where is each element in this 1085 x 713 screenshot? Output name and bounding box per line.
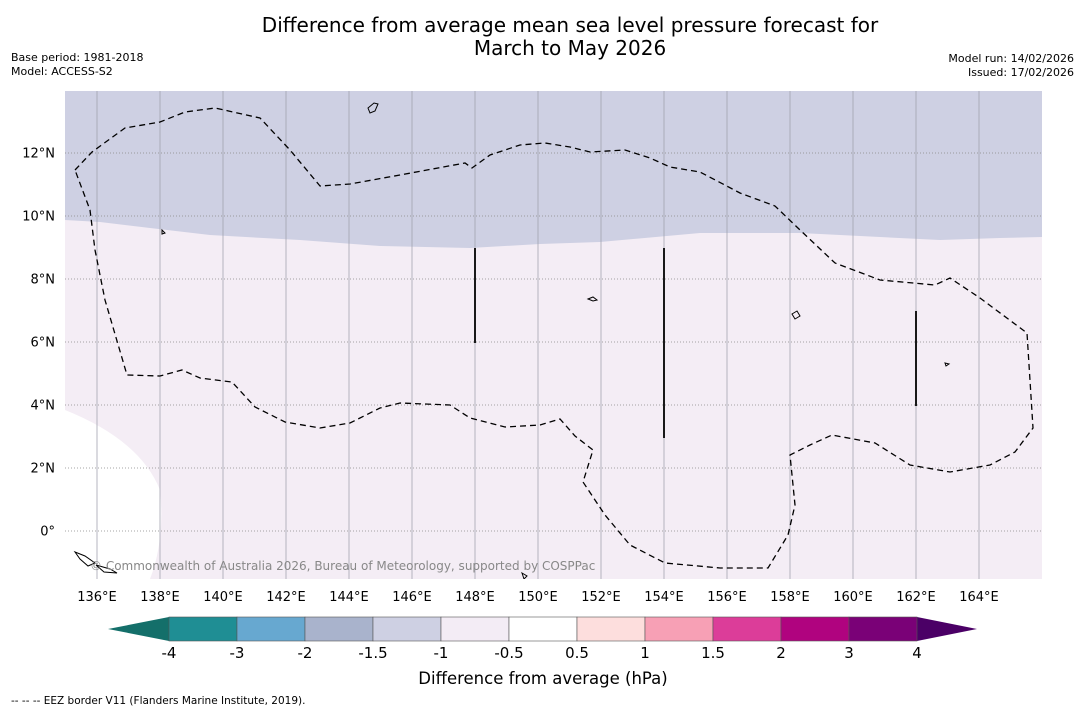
colorbar-tick-label: -2 [298,644,313,662]
island-outline [95,564,118,574]
colorbar-tick-label: 3 [844,644,854,662]
colorbar-box [508,616,578,642]
lat-tick-label: 6°N [31,336,56,351]
colorbar-box [644,616,714,642]
colorbar-tick-label: -1.5 [358,644,387,662]
lon-tick-label: 136°E [77,590,117,605]
lon-tick-label: 154°E [644,590,684,605]
colorbar-tick-label: -0.5 [494,644,523,662]
colorbar-boxes [168,616,918,642]
lon-tick-label: 158°E [770,590,810,605]
issued-text: Issued: 17/02/2026 [967,66,1074,79]
colorbar-box [848,616,918,642]
map-title: Difference from average mean sea level p… [0,14,1085,60]
colorbar-over-arrow [917,617,977,641]
lon-tick-label: 160°E [833,590,873,605]
colorbar-box [780,616,850,642]
lon-tick-label: 164°E [959,590,999,605]
anomaly-field-band [65,91,1042,248]
lat-tick-label: 2°N [31,462,56,477]
lat-tick-label: 0° [40,525,55,540]
lat-tick-label: 12°N [22,147,55,162]
island-outline [944,362,951,367]
colorbar-tick-label: -1 [434,644,449,662]
lon-tick-label: 138°E [140,590,180,605]
lon-tick-label: 150°E [518,590,558,605]
colorbar-tick-label: 4 [912,644,922,662]
islands [73,102,951,579]
island-outline [791,310,801,320]
colorbar-tick-label: 2 [776,644,786,662]
colorbar-under-arrow [108,617,169,641]
title-line-1: Difference from average mean sea level p… [261,13,879,37]
colorbar-box [236,616,306,642]
lon-tick-label: 146°E [392,590,432,605]
colorbar-tick-label: 0.5 [565,644,589,662]
lat-tick-label: 10°N [22,210,55,225]
island-outline [367,102,379,114]
footer-legend: -- -- -- EEZ border V11 (Flanders Marine… [11,695,306,707]
model-run-text: Model run: 14/02/2026 [948,52,1074,65]
lon-tick-label: 142°E [266,590,306,605]
base-info: Base period: 1981-2018 Model: ACCESS-S2 [11,51,143,79]
lon-tick-label: 156°E [707,590,747,605]
colorbar-label: Difference from average (hPa) [418,669,667,688]
title-line-2: March to May 2026 [473,36,667,60]
colorbar-tick-label: 1 [640,644,650,662]
colorbar-box [168,616,238,642]
colorbar-tick-label: -4 [162,644,177,662]
island-outline [586,296,599,302]
longitude-labels: 136°E 138°E 140°E 142°E 144°E 146°E 148°E 150°E… [77,590,999,605]
island-outline [521,571,528,579]
colorbar-box [576,616,646,642]
lon-tick-label: 148°E [455,590,495,605]
lat-tick-label: 8°N [31,273,56,288]
colorbar: -4 -3 -2 -1.5 -1 -0.5 0.5 1 1.5 2 3 4 Difference fr… [108,616,977,688]
colorbar-tick-label: -3 [230,644,245,662]
colorbar-tick-label: 1.5 [701,644,725,662]
colorbar-box [304,616,374,642]
colorbar-ticks: -4 -3 -2 -1.5 -1 -0.5 0.5 1 1.5 2 3 4 [162,644,922,662]
eez-border [74,107,1034,569]
lon-tick-label: 144°E [329,590,369,605]
run-info: Model run: 14/02/2026 Issued: 17/02/2026 [948,52,1074,80]
lon-tick-label: 140°E [203,590,243,605]
copyright-text: © Commonwealth of Australia 2026, Bureau… [90,559,595,573]
map-area: © Commonwealth of Australia 2026, Bureau… [65,91,1042,579]
island-outline [161,228,166,235]
anomaly-neutral-area [65,410,162,579]
base-period-text: Base period: 1981-2018 [11,51,144,64]
latitude-labels: 12°N 10°N 8°N 6°N 4°N 2°N 0° [22,147,55,540]
lon-tick-label: 152°E [581,590,621,605]
lon-tick-label: 162°E [896,590,936,605]
model-text: Model: ACCESS-S2 [11,65,113,78]
graticule [65,91,1042,579]
island-outline [73,550,97,567]
colorbar-box [440,616,510,642]
colorbar-box [372,616,442,642]
lat-tick-label: 4°N [31,399,56,414]
colorbar-box [712,616,782,642]
